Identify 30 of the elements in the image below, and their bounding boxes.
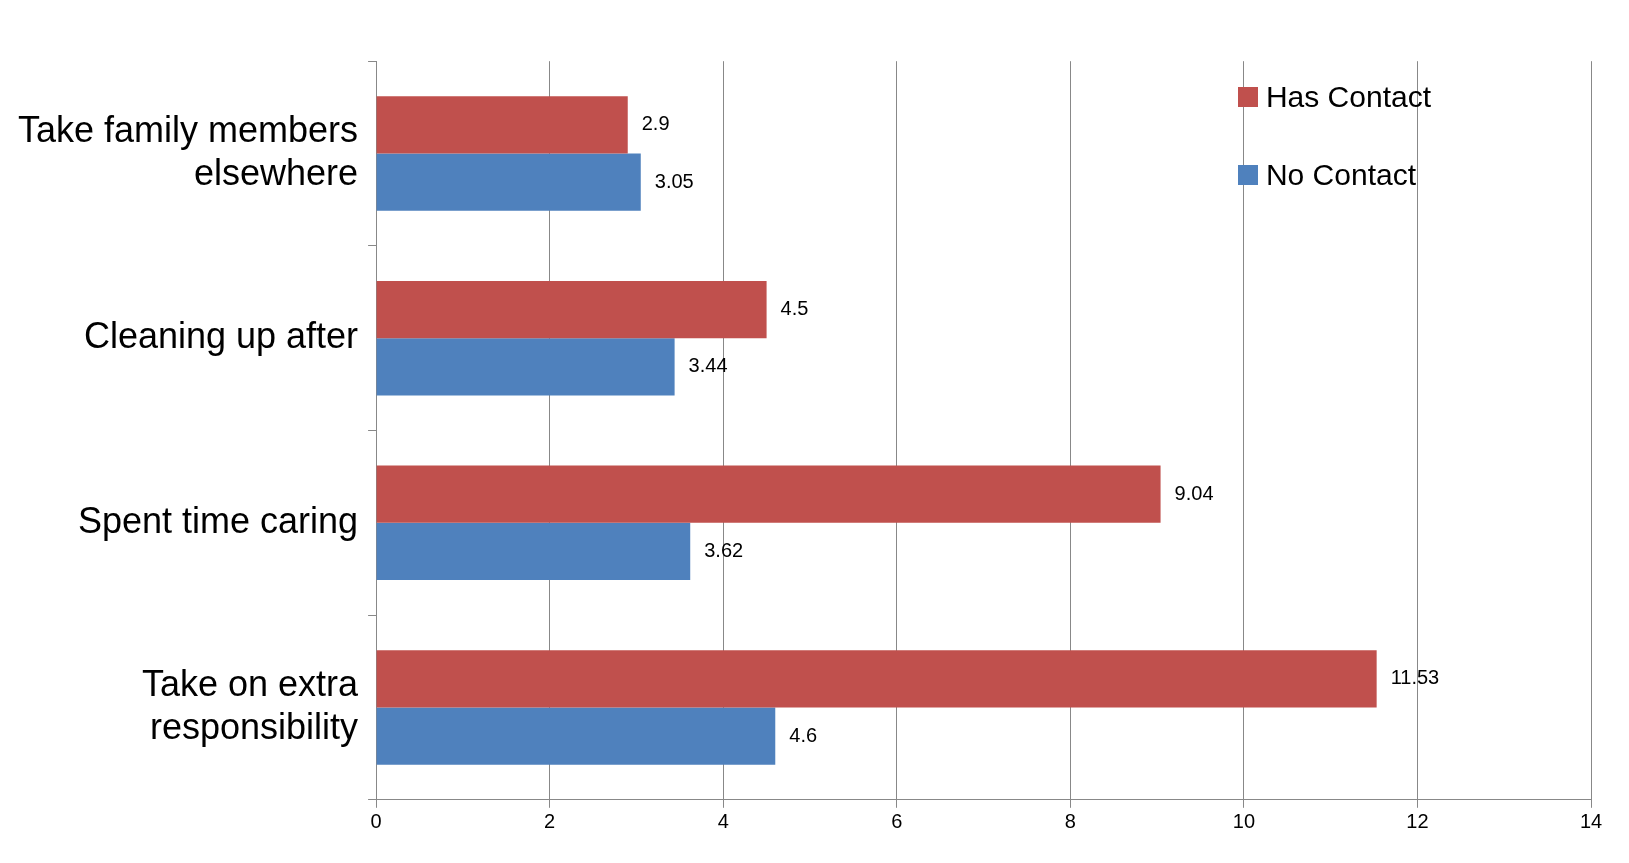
data-label: 4.5 — [780, 297, 809, 320]
x-tick-label: 10 — [1232, 810, 1256, 833]
legend-label: No Contact — [1265, 157, 1416, 193]
data-label: 4.6 — [789, 723, 818, 746]
y-tick-label: Spent time caring — [77, 499, 359, 541]
bar — [376, 650, 1377, 708]
y-tick-label: Take on extra responsibility — [141, 662, 360, 747]
x-tick-label: 0 — [370, 810, 382, 833]
data-label: 2.9 — [641, 112, 670, 135]
x-tick-label: 4 — [717, 810, 729, 833]
data-label: 3.44 — [688, 354, 728, 377]
bar — [376, 465, 1161, 523]
data-label: 9.04 — [1174, 481, 1214, 504]
bar — [376, 338, 675, 396]
bar — [376, 153, 641, 211]
bar — [376, 707, 776, 765]
legend-label: Has Contact — [1265, 79, 1431, 115]
data-label: 3.62 — [704, 538, 744, 561]
x-tick-label: 6 — [891, 810, 903, 833]
y-tick-label: Take family members elsewhere — [17, 108, 359, 194]
x-tick-label: 12 — [1406, 810, 1429, 833]
data-label: 3.05 — [654, 169, 694, 192]
bar — [376, 96, 628, 154]
x-tick-label: 2 — [544, 810, 556, 833]
data-label: 11.53 — [1390, 666, 1440, 689]
y-tick-label: Cleaning up after — [83, 315, 359, 357]
bar — [376, 522, 691, 581]
x-tick-label: 8 — [1064, 810, 1076, 833]
bar — [376, 280, 767, 339]
x-tick-label: 14 — [1579, 810, 1603, 833]
